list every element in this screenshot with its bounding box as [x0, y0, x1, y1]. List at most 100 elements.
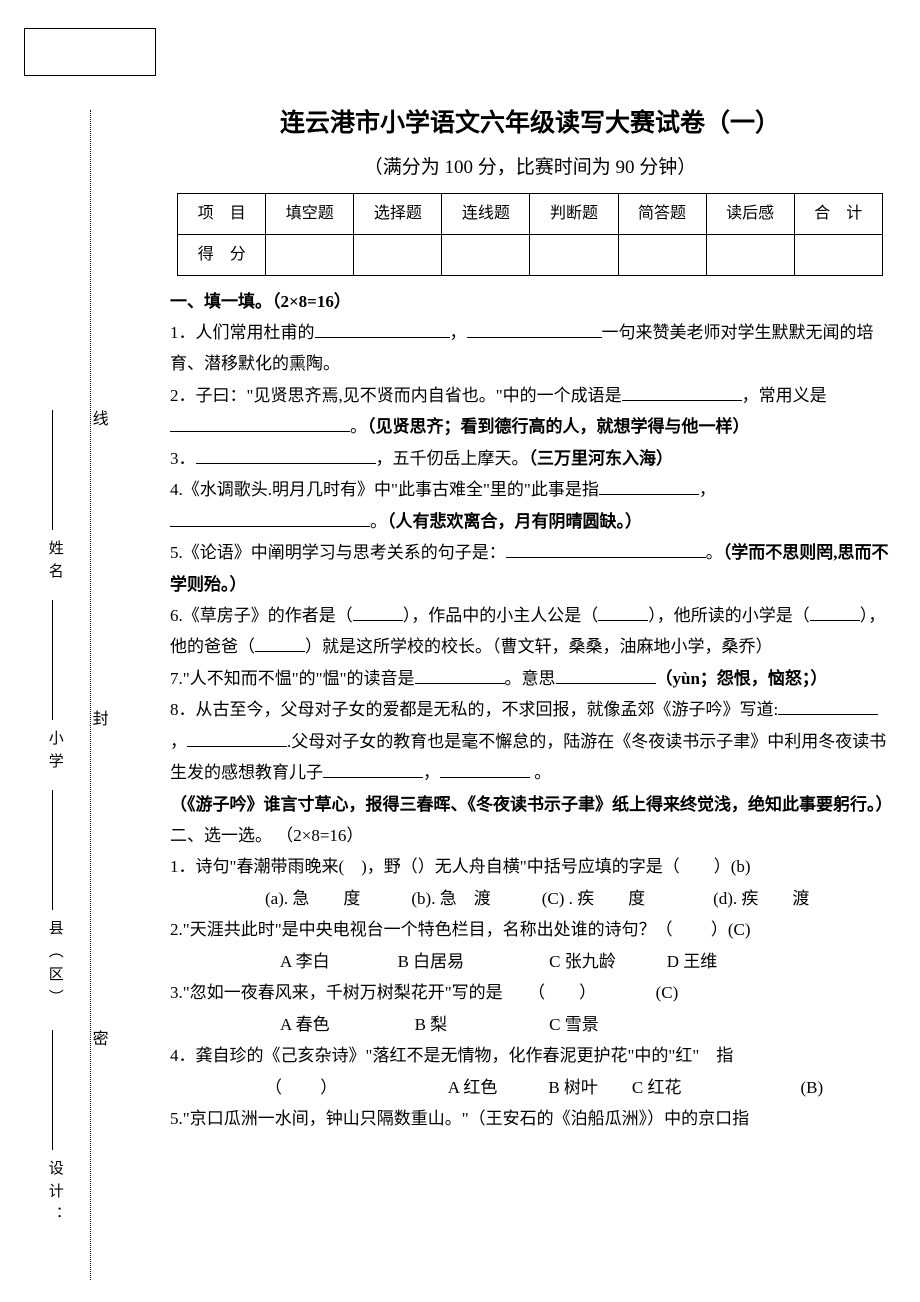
- blank: [622, 384, 742, 401]
- q3: 3． ，五千仞岳上摩天。（三万里河东入海）: [170, 443, 890, 474]
- blank: [170, 415, 350, 432]
- main-content: 连云港市小学语文六年级读写大赛试卷（一） （满分为 100 分，比赛时间为 90…: [170, 100, 890, 1134]
- blank: [778, 698, 878, 715]
- q2: 2．子曰："见贤思齐焉,见不贤而内自省也。"中的一个成语是 ，常用义是。（见贤思齐…: [170, 380, 890, 443]
- q7-mid: 。意思: [505, 669, 556, 688]
- blank: [506, 541, 706, 558]
- q8-pre: 8．从古至今，父母对子女的爱都是无私的，不求回报，就像孟郊《游子吟》写道:: [170, 700, 778, 719]
- blank: [255, 635, 305, 652]
- seal-xian: 线: [83, 410, 113, 426]
- q5: 5.《论语》中阐明学习与思考关系的句子是：。（学而不思则罔,思而不学则殆。）: [170, 537, 890, 600]
- s2q1-opts: (a). 急 度 (b). 急 渡 (C) . 疾 度 (d). 疾 渡: [170, 883, 890, 914]
- th-judge: 判断题: [530, 194, 618, 235]
- s2q1: 1．诗句"春潮带雨晚来( )，野（）无人舟自横"中括号应填的字是（ ）(b): [170, 851, 890, 882]
- dotted-cutline: [90, 110, 91, 1280]
- q5-end: 。: [706, 543, 723, 562]
- exam-title: 连云港市小学语文六年级读写大赛试卷（一）: [170, 100, 890, 146]
- blank: [440, 761, 530, 778]
- s2q3-opts: A 春色 B 梨 C 雪景: [170, 1009, 890, 1040]
- q8-m3: ，: [423, 763, 440, 782]
- th-match: 连线题: [442, 194, 530, 235]
- td-blank: [442, 234, 530, 275]
- q8-answer: （《游子吟》谁言寸草心，报得三春晖、《冬夜读书示子聿》纸上得来终觉浅，绝知此事要…: [170, 789, 890, 820]
- s2q4-opts: （ ） A 红色 B 树叶 C 红花 (B): [170, 1072, 890, 1103]
- s2q5: 5."京口瓜洲一水间，钟山只隔数重山。"（王安石的《泊船瓜洲》）中的京口指: [170, 1103, 890, 1134]
- blank: [598, 604, 648, 621]
- q5-pre: 5.《论语》中阐明学习与思考关系的句子是：: [170, 543, 506, 562]
- q2-end: 。: [350, 417, 367, 436]
- th-total: 合 计: [794, 194, 882, 235]
- q6-p2: ），作品中的小主人公是（: [403, 606, 599, 625]
- th-short: 简答题: [618, 194, 706, 235]
- q2-pre: 2．子曰："见贤思齐焉,见不贤而内自省也。"中的一个成语是: [170, 386, 622, 405]
- s2q4: 4．龚自珍的《己亥杂诗》"落红不是无情物，化作春泥更护花"中的"红" 指: [170, 1040, 890, 1071]
- blank: [353, 604, 403, 621]
- q6-p3: ），他所读的小学是（: [648, 606, 810, 625]
- td-blank: [706, 234, 794, 275]
- county-blank: [52, 790, 53, 910]
- q3-pre: 3．: [170, 449, 196, 468]
- q7-pre: 7."人不知而不愠"的"愠"的读音是: [170, 669, 415, 688]
- blank: [196, 447, 376, 464]
- td-blank: [618, 234, 706, 275]
- seal-mi: 密: [83, 1030, 113, 1046]
- q7-answer: （yùn；怨恨，恼怒；）: [656, 669, 828, 688]
- th-item: 项 目: [178, 194, 266, 235]
- section2-head: 二、选一选。 （2×8=16）: [170, 820, 890, 851]
- section1-head: 一、填一填。（2×8=16）: [170, 286, 890, 317]
- score-table: 项 目 填空题 选择题 连线题 判断题 简答题 读后感 合 计 得 分: [177, 193, 883, 275]
- binding-box: [24, 28, 156, 76]
- name-blank: [52, 410, 53, 530]
- q1-mid: ，: [450, 323, 467, 342]
- q8-end: 。: [530, 763, 551, 782]
- q4-mid: ，: [699, 480, 716, 499]
- blank: [170, 510, 370, 527]
- th-choice: 选择题: [354, 194, 442, 235]
- q4-end: 。: [370, 512, 387, 531]
- vertical-info-strip: 设计： 县（区） 小学 姓名 密 封 线: [28, 110, 138, 1280]
- s2q2: 2."天涯共此时"是中央电视台一个特色栏目，名称出处谁的诗句？（ ）(C): [170, 914, 890, 945]
- q8: 8．从古至今，父母对子女的爱都是无私的，不求回报，就像孟郊《游子吟》写道:，.父…: [170, 694, 890, 788]
- school-label: 小学: [40, 730, 68, 776]
- blank: [323, 761, 423, 778]
- s2q3: 3."忽如一夜春风来，千树万树梨花开"写的是 （ ） (C): [170, 977, 890, 1008]
- table-row: 得 分: [178, 234, 883, 275]
- td-score-label: 得 分: [178, 234, 266, 275]
- county-label: 县（区）: [40, 920, 68, 1012]
- blank: [467, 321, 602, 338]
- q1: 1．人们常用杜甫的，一句来赞美老师对学生默默无闻的培育、潜移默化的熏陶。: [170, 317, 890, 380]
- q2-answer: （见贤思齐；看到德行高的人，就想学得与他一样）: [367, 417, 750, 436]
- q6: 6.《草房子》的作者是（），作品中的小主人公是（），他所读的小学是（），他的爸爸…: [170, 600, 890, 663]
- q7: 7."人不知而不愠"的"愠"的读音是 。意思 （yùn；怨恨，恼怒；）: [170, 663, 890, 694]
- th-essay: 读后感: [706, 194, 794, 235]
- q3-mid: ，五千仞岳上摩天。: [376, 449, 529, 468]
- blank: [187, 730, 287, 747]
- seal-feng: 封: [83, 710, 113, 726]
- name-label: 姓名: [40, 540, 68, 586]
- q6-p1: 6.《草房子》的作者是（: [170, 606, 353, 625]
- blank: [415, 667, 505, 684]
- table-row: 项 目 填空题 选择题 连线题 判断题 简答题 读后感 合 计: [178, 194, 883, 235]
- s2q2-opts: A 李白 B 白居易 C 张九龄 D 王维: [170, 946, 890, 977]
- td-blank: [530, 234, 618, 275]
- q8-m1: ，: [170, 732, 187, 751]
- exam-subtitle: （满分为 100 分，比赛时间为 90 分钟）: [170, 150, 890, 185]
- q4: 4.《水调歌头.明月几时有》中"此事古难全"里的"此事是指 ， 。（人有悲欢离合，月…: [170, 474, 890, 537]
- td-blank: [354, 234, 442, 275]
- q4-answer: （人有悲欢离合，月有阴晴圆缺。）: [387, 512, 642, 531]
- th-fill: 填空题: [266, 194, 354, 235]
- designer-label: 设计：: [40, 1160, 68, 1229]
- blank: [599, 478, 699, 495]
- q3-answer: （三万里河东入海）: [529, 449, 674, 468]
- school-blank: [52, 600, 53, 720]
- q6-p5: ）就是这所学校的校长。（曹文轩，桑桑，油麻地小学，桑乔）: [305, 637, 773, 656]
- blank: [810, 604, 860, 621]
- q4-pre: 4.《水调歌头.明月几时有》中"此事古难全"里的"此事是指: [170, 480, 599, 499]
- blank: [315, 321, 450, 338]
- td-blank: [266, 234, 354, 275]
- td-blank: [794, 234, 882, 275]
- q2-after: ，常用义是: [742, 386, 827, 405]
- designer-blank: [52, 1030, 53, 1150]
- blank: [556, 667, 656, 684]
- q1-pre: 1．人们常用杜甫的: [170, 323, 315, 342]
